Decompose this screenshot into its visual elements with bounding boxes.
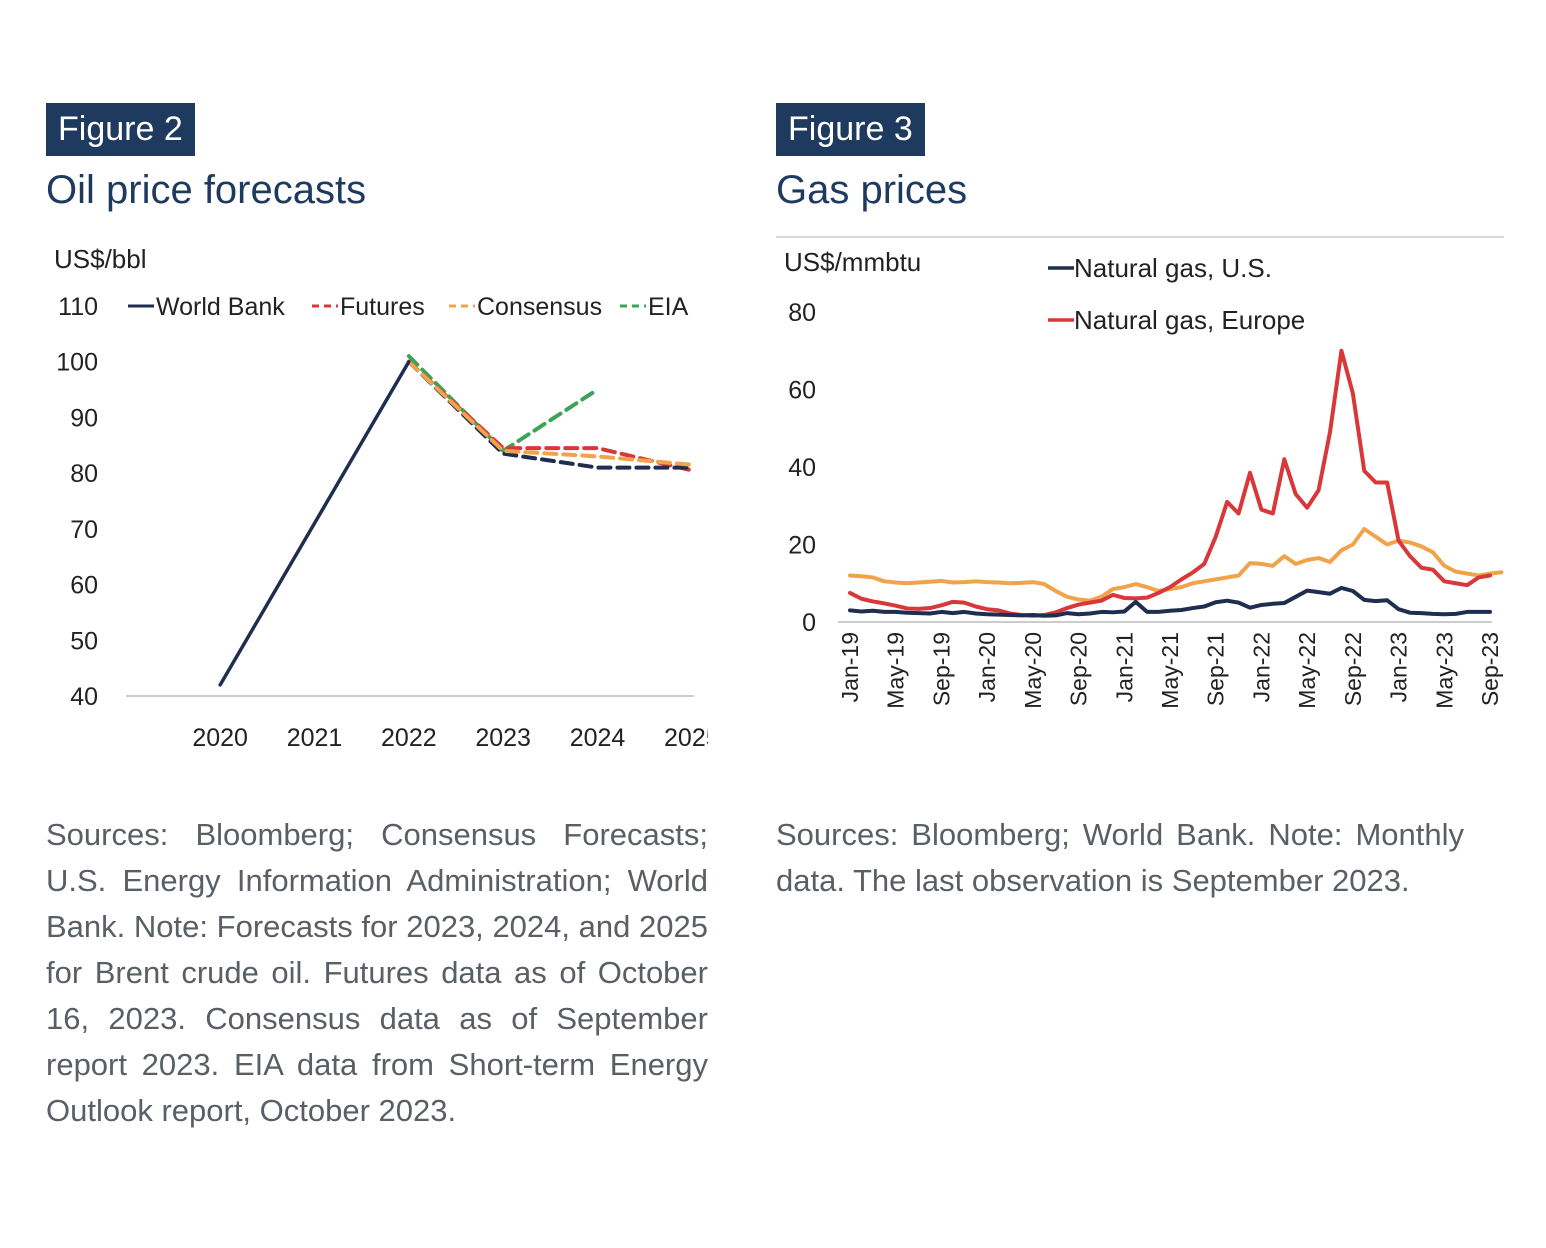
x-tick-label: May-21	[1157, 632, 1183, 709]
series-line-eia	[406, 354, 600, 453]
series-line-natural-gas-europe	[848, 348, 1492, 618]
series-line-consensus	[406, 359, 694, 467]
y-axis-unit-label: US$/mmbtu	[784, 247, 921, 277]
x-tick-label: 2021	[287, 724, 343, 752]
x-tick-label: 2025	[664, 724, 708, 752]
legend-label: EIA	[648, 293, 689, 321]
y-tick-label: 40	[788, 454, 816, 482]
x-tick-label: Jan-19	[837, 632, 863, 702]
x-tick-label: May-19	[883, 632, 909, 709]
legend-item-world-bank: World Bank	[128, 293, 285, 321]
legend-item-consensus: Consensus	[449, 293, 602, 321]
oil-price-chart: US$/bbl 40 50 60 70 80 90 100 110 2020 2021 2022 202…	[54, 244, 708, 752]
x-tick-label: May-22	[1294, 632, 1320, 709]
y-tick-label: 80	[788, 299, 816, 327]
y-tick-label: 0	[802, 609, 816, 637]
y-tick-label: 80	[70, 460, 98, 488]
x-tick-label: Sep-20	[1066, 632, 1092, 706]
y-tick-label: 100	[56, 349, 98, 377]
x-tick-label: 2022	[381, 724, 437, 752]
y-tick-label: 70	[70, 516, 98, 544]
x-tick-label: May-23	[1431, 632, 1457, 709]
legend-label: Natural gas, Europe	[1074, 305, 1305, 335]
figure-3-tag: Figure 3	[776, 103, 925, 156]
x-tick-label: May-20	[1020, 632, 1046, 709]
legend-item-natural-gas-europe: Natural gas, Europe	[1048, 305, 1305, 335]
x-tick-label: Sep-22	[1340, 632, 1366, 706]
series-line-natural-gas-u-s	[848, 585, 1492, 618]
x-tick-label: 2020	[192, 724, 248, 752]
y-tick-label: 60	[70, 572, 98, 600]
legend-label: Natural gas, U.S.	[1074, 253, 1272, 283]
x-tick-label: Jan-22	[1248, 632, 1274, 702]
legend-label: Futures	[340, 293, 425, 321]
y-tick-label: 90	[70, 404, 98, 432]
y-tick-label: 60	[788, 377, 816, 405]
x-tick-label: Sep-23	[1477, 632, 1503, 706]
y-tick-label: 110	[58, 293, 98, 321]
series-line-natural-gas-japan-lng	[848, 527, 1504, 603]
legend-label: World Bank	[156, 293, 285, 321]
figure-2-notes: Sources: Bloomberg; Consensus Forecasts;…	[46, 817, 708, 1128]
legend-item-eia: EIA	[620, 293, 689, 321]
x-tick-label: 2024	[570, 724, 626, 752]
figure-2-title: Oil price forecasts	[46, 168, 367, 212]
legend-item-futures: Futures	[312, 293, 425, 321]
y-tick-label: 20	[788, 532, 816, 560]
y-tick-label: 50	[70, 627, 98, 655]
figure-3-notes: Sources: Bloomberg; World Bank. Note: Mo…	[776, 817, 1464, 898]
figure-2-tag: Figure 2	[46, 103, 195, 156]
x-tick-label: Jan-20	[974, 632, 1000, 702]
x-tick-label: Jan-21	[1111, 632, 1137, 702]
y-tick-label: 40	[70, 683, 98, 711]
legend-label: Consensus	[477, 293, 602, 321]
figure-3-title: Gas prices	[776, 168, 968, 212]
x-tick-label: Sep-19	[928, 632, 954, 706]
x-tick-label: 2023	[475, 724, 531, 752]
x-tick-label: Jan-23	[1386, 632, 1412, 702]
y-axis-unit-label: US$/bbl	[54, 244, 147, 274]
gas-price-chart: US$/mmbtu 0 20 40 60 80 Jan-19 May-19 Sep-19 Jan-…	[776, 236, 1504, 709]
series-line-world-bank	[218, 359, 411, 687]
x-tick-label: Sep-21	[1203, 632, 1229, 706]
legend-item-natural-gas-u-s: Natural gas, U.S.	[1048, 253, 1272, 283]
